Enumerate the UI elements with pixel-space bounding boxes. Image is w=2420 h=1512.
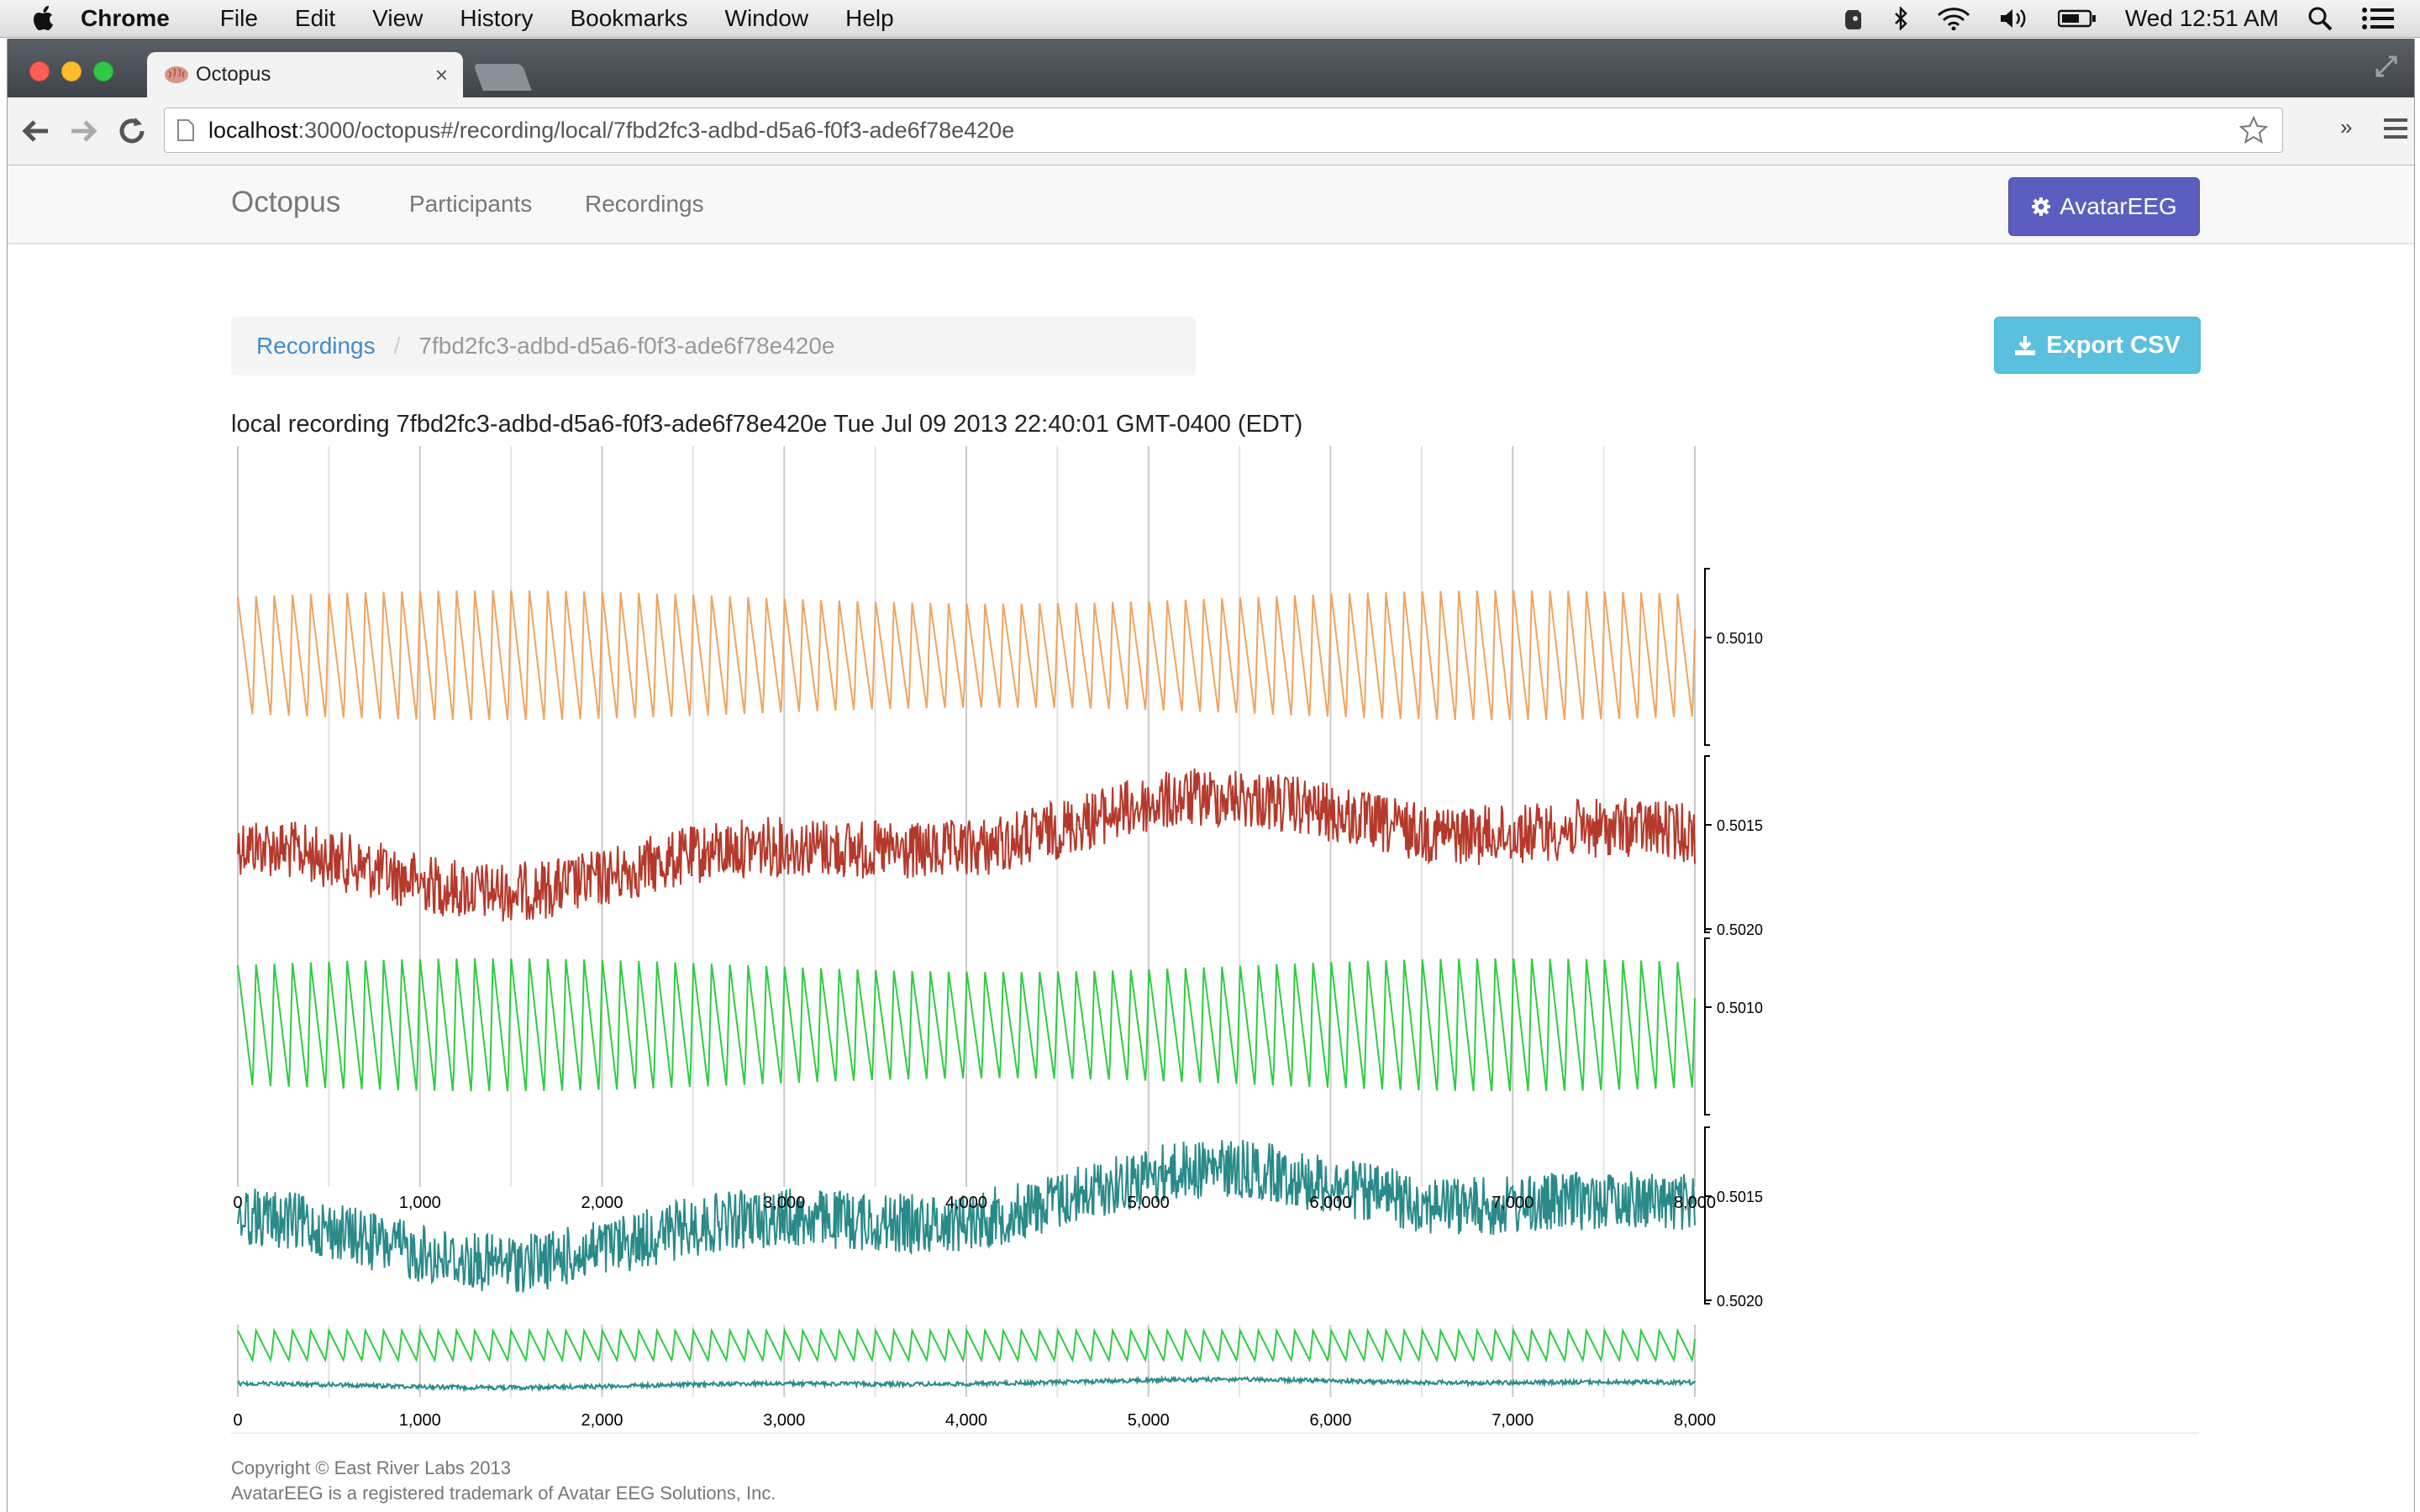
new-tab-button[interactable]: [473, 64, 532, 91]
context-x-tick-label: 7,000: [1491, 1411, 1534, 1430]
series-line-2: [237, 768, 1696, 922]
browser-toolbar: localhost :3000/octopus#/recording/local…: [8, 97, 2414, 165]
y-axis-2: [1704, 755, 1710, 933]
bluetooth-icon[interactable]: [1893, 7, 1908, 30]
url-host: localhost: [208, 117, 298, 143]
context-x-tick-label: 2,000: [581, 1411, 623, 1430]
y-tick-label: 0.5010: [1717, 630, 1763, 647]
wifi-icon[interactable]: [1937, 7, 1970, 30]
recording-title: local recording 7fbd2fc3-adbd-d5a6-f0f3-…: [231, 411, 1303, 438]
nav-recordings[interactable]: Recordings: [585, 191, 704, 217]
gear-icon: [2032, 197, 2051, 216]
context-x-tick-label: 0: [233, 1411, 242, 1430]
brain-favicon-icon: [165, 66, 188, 83]
breadcrumb-separator: /: [393, 333, 401, 359]
menu-window[interactable]: Window: [724, 5, 809, 31]
context-x-tick-label: 5,000: [1128, 1411, 1170, 1430]
context-x-tick-label: 8,000: [1674, 1411, 1716, 1430]
battery-icon[interactable]: [2057, 8, 2096, 29]
page-content: Octopus Participants Recordings AvatarEE…: [8, 165, 2414, 1512]
tab-title: Octopus: [196, 63, 271, 86]
menu-app-name[interactable]: Chrome: [81, 5, 170, 31]
menu-history[interactable]: History: [460, 5, 534, 31]
y-tick-label: 0.5020: [1717, 1293, 1763, 1310]
y-tick-label: 0.5015: [1717, 1189, 1763, 1205]
x-tick-label: 8,000: [1674, 1194, 1716, 1212]
back-arrow-icon[interactable]: [19, 114, 53, 148]
menu-bar: Chrome File Edit View History Bookmarks …: [0, 0, 2420, 38]
address-bar[interactable]: localhost :3000/octopus#/recording/local…: [164, 108, 2283, 153]
y-tick-label: 0.5010: [1717, 1000, 1763, 1016]
page-icon: [177, 119, 194, 141]
x-tick-label: 5,000: [1128, 1194, 1170, 1212]
series-line-1: [237, 590, 1696, 721]
x-tick-label: 4,000: [945, 1194, 987, 1212]
context-x-tick-label: 4,000: [945, 1411, 987, 1430]
context-series-line-1: [237, 1327, 1696, 1363]
footer-divider: [231, 1432, 2199, 1434]
x-tick-label: 1,000: [399, 1194, 441, 1212]
tab-close-icon[interactable]: ×: [434, 61, 448, 87]
x-tick-label: 6,000: [1309, 1194, 1351, 1212]
series-line-3: [237, 958, 1696, 1092]
window-zoom-button[interactable]: [93, 61, 113, 81]
avatar-eeg-button[interactable]: AvatarEEG: [2008, 177, 2200, 236]
window-close-button[interactable]: [29, 61, 50, 81]
export-csv-label: Export CSV: [2046, 331, 2181, 359]
tab-octopus[interactable]: Octopus ×: [147, 52, 463, 97]
y-tick-label: 0.5020: [1717, 921, 1763, 938]
fullscreen-icon[interactable]: [2374, 54, 2399, 79]
context-series-line-2: [237, 1374, 1696, 1393]
tab-strip: Octopus ×: [8, 39, 2414, 97]
menu-edit[interactable]: Edit: [294, 5, 336, 31]
evernote-icon[interactable]: [1843, 7, 1865, 30]
eeg-chart[interactable]: 0.5010 0.5015 0.5020 0.5010 0.5015 0.5020 0 1,0…: [8, 165, 2414, 1512]
chrome-menu-icon[interactable]: [2382, 116, 2409, 141]
notification-center-icon[interactable]: [2361, 6, 2395, 31]
context-x-tick-label: 6,000: [1309, 1411, 1351, 1430]
y-tick-label: 0.5015: [1717, 817, 1763, 834]
spotlight-icon[interactable]: [2307, 6, 2333, 31]
menu-view[interactable]: View: [372, 5, 424, 31]
footer-trademark: AvatarEEG is a registered trademark of A…: [231, 1483, 776, 1504]
breadcrumb: Recordings / 7fbd2fc3-adbd-d5a6-f0f3-ade…: [231, 317, 1196, 375]
apple-icon[interactable]: [34, 6, 54, 31]
x-tick-label: 3,000: [763, 1194, 805, 1212]
url-path: :3000/octopus#/recording/local/7fbd2fc3-…: [297, 117, 1015, 143]
nav-participants[interactable]: Participants: [409, 191, 533, 217]
download-icon: [2015, 336, 2036, 355]
menu-help[interactable]: Help: [845, 5, 894, 31]
context-x-tick-label: 3,000: [763, 1411, 805, 1430]
breadcrumb-recordings-link[interactable]: Recordings: [256, 333, 376, 359]
y-axis-1: [1704, 568, 1710, 746]
x-tick-label: 7,000: [1491, 1194, 1534, 1212]
x-tick-label: 0: [233, 1194, 242, 1212]
reload-icon[interactable]: [115, 114, 149, 148]
menu-file[interactable]: File: [219, 5, 258, 31]
x-tick-label: 2,000: [581, 1194, 623, 1212]
browser-window: Octopus × localhost :3000/octopus#/recor…: [7, 39, 2415, 1512]
avatar-eeg-label: AvatarEEG: [2060, 193, 2177, 219]
footer-copyright: Copyright © East River Labs 2013: [231, 1457, 511, 1478]
menu-bookmarks[interactable]: Bookmarks: [570, 5, 688, 31]
export-csv-button[interactable]: Export CSV: [1994, 317, 2201, 374]
context-x-tick-label: 1,000: [399, 1411, 441, 1430]
forward-arrow-icon[interactable]: [66, 114, 100, 148]
volume-icon[interactable]: [1999, 7, 2029, 30]
extensions-chevron[interactable]: »: [2340, 114, 2353, 139]
y-axis-4: [1704, 1126, 1710, 1305]
breadcrumb-current: 7fbd2fc3-adbd-d5a6-f0f3-ade6f78e420e: [418, 333, 835, 359]
clock[interactable]: Wed 12:51 AM: [2124, 5, 2279, 31]
series-line-4: [237, 1140, 1696, 1293]
window-minimize-button[interactable]: [61, 61, 82, 81]
app-navbar: Octopus Participants Recordings AvatarEE…: [8, 165, 2414, 244]
bookmark-star-icon[interactable]: [2238, 115, 2269, 145]
brand-logo[interactable]: Octopus: [231, 186, 341, 218]
y-axis-3: [1704, 937, 1710, 1116]
